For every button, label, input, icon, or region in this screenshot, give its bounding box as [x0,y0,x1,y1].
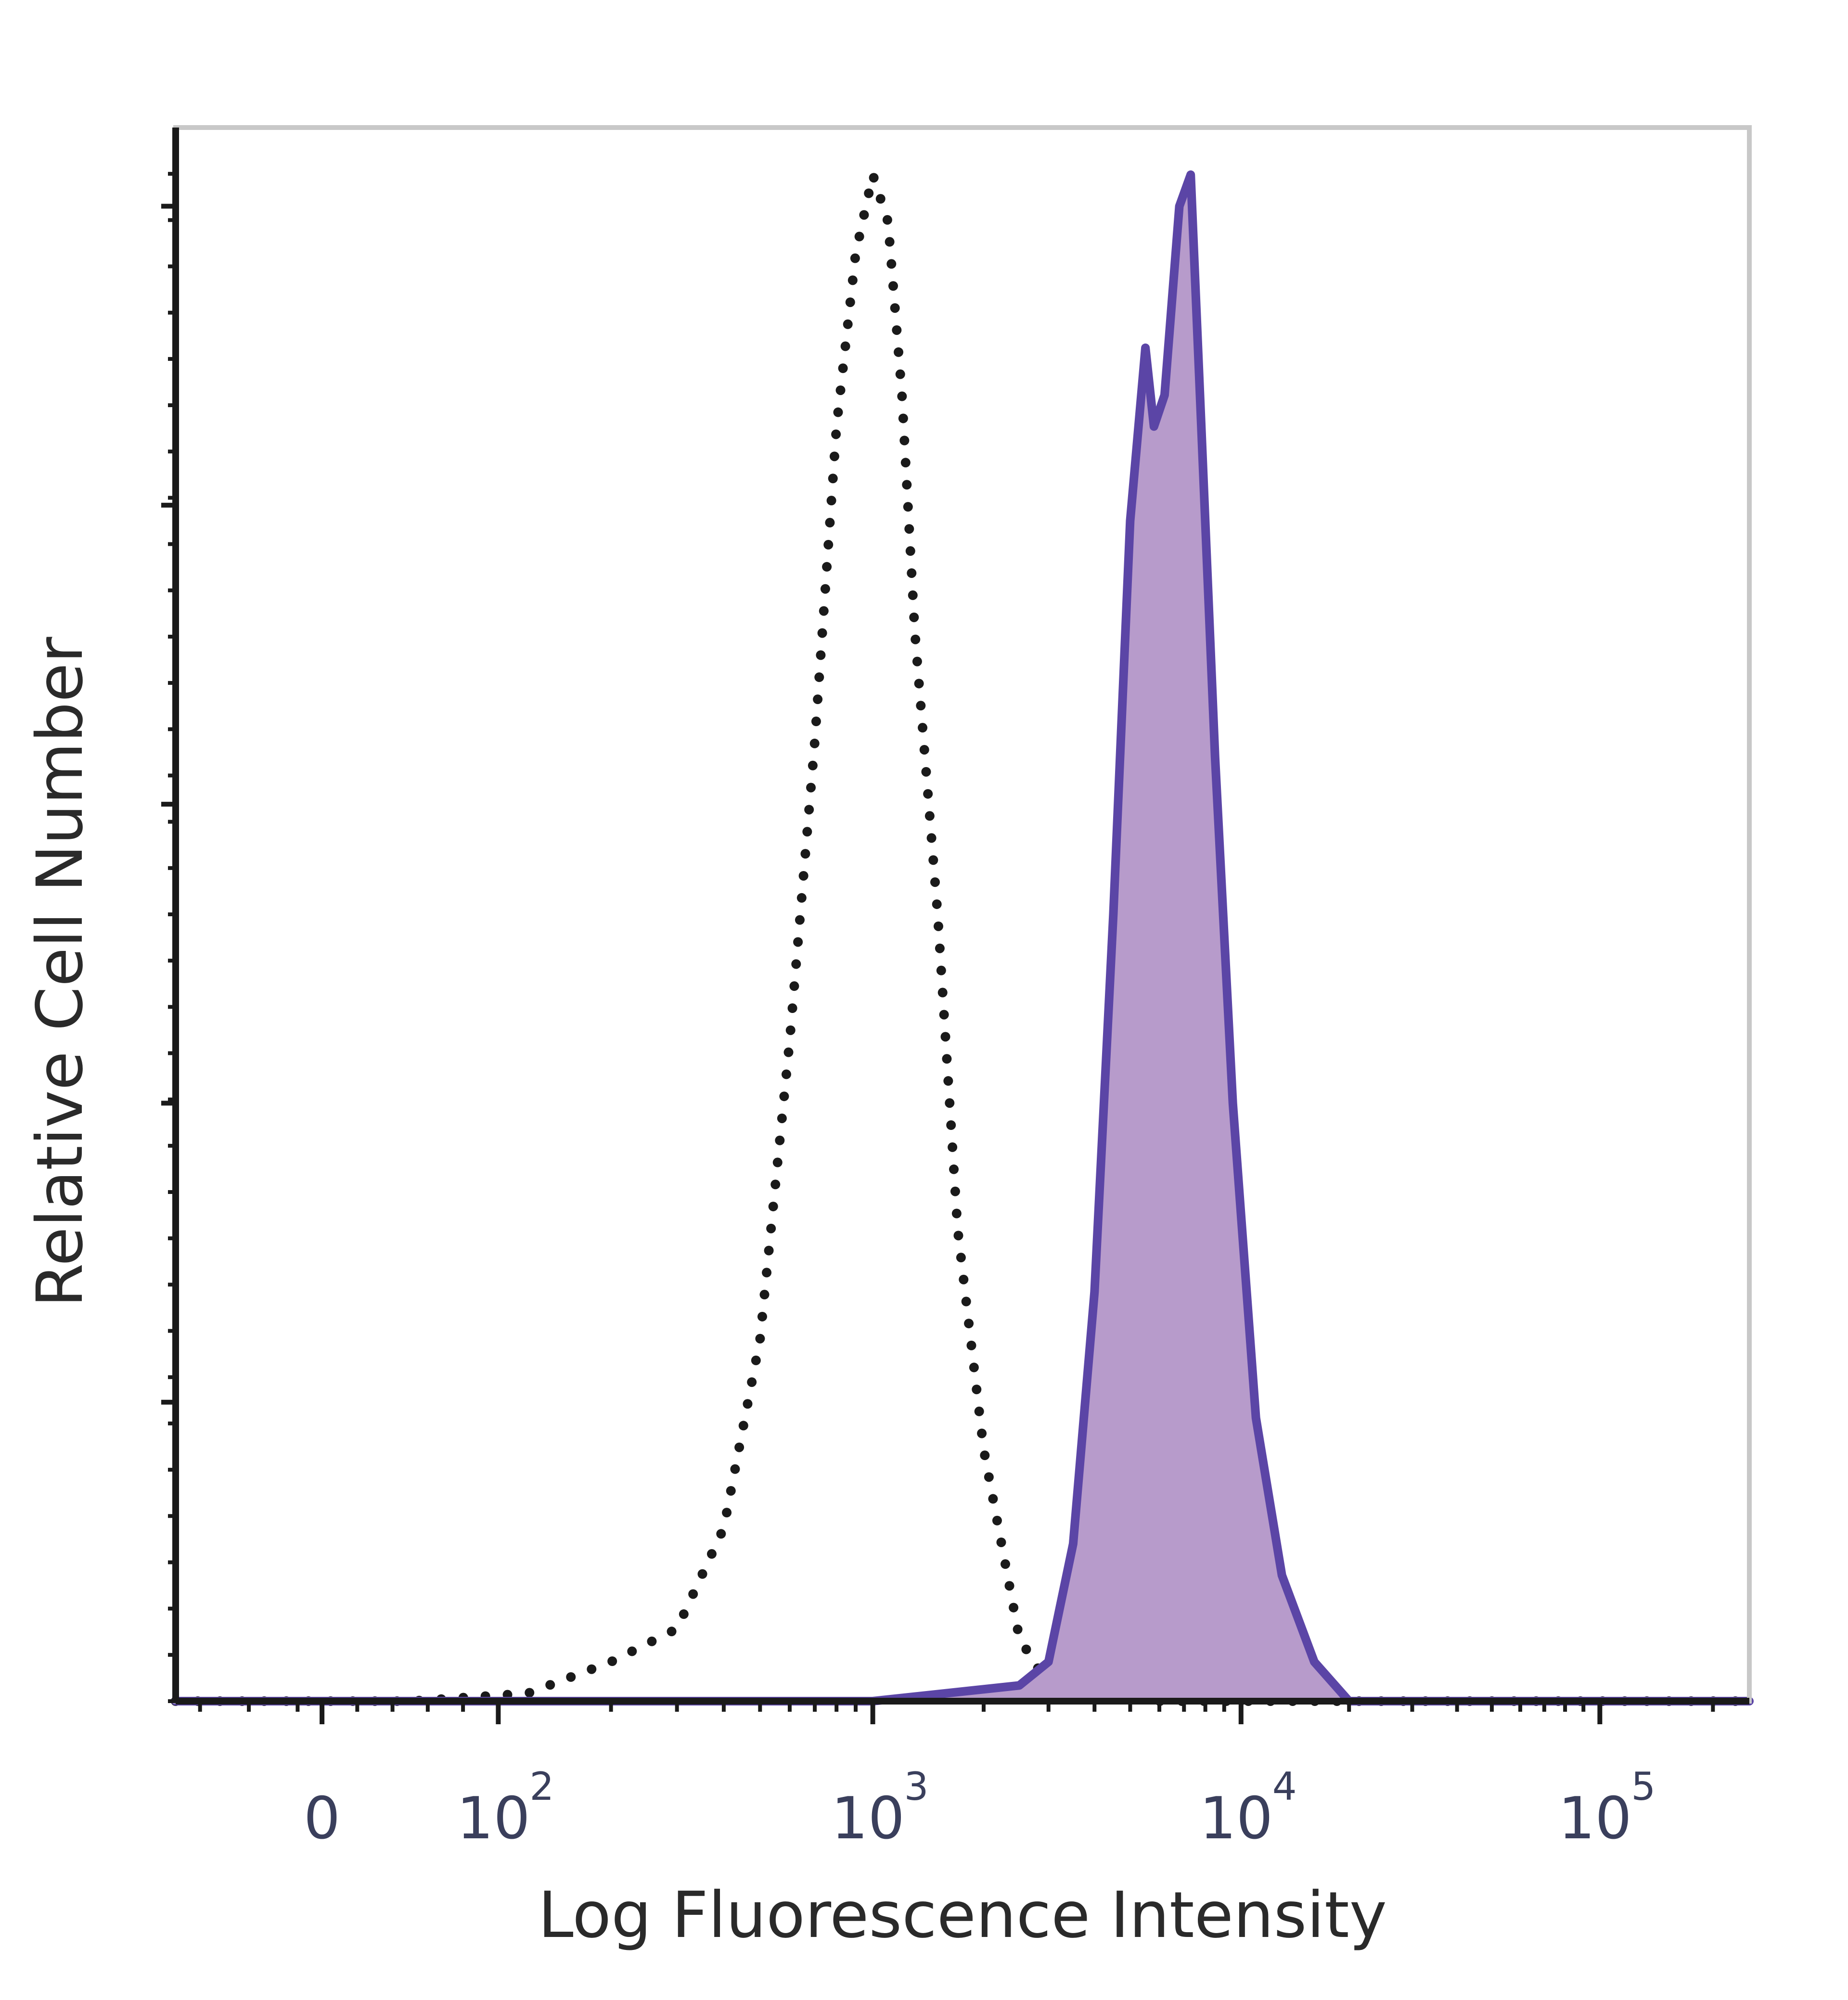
series-layer [171,170,1754,1706]
x-tick-layer: 0 102 103 104 105 [198,1701,1715,1852]
x-tick-label: 10 [831,1785,905,1852]
x-tick-label: 0 [304,1785,340,1852]
x-tick-label-exponent: 5 [1631,1764,1656,1809]
y-tick-layer [161,172,176,1703]
y-axis-title: Relative Cell Number [23,637,97,1308]
x-axis-title: Log Fluorescence Intensity [538,1878,1387,1952]
series-1-line [171,170,1754,1705]
x-tick-label: 10 [1199,1785,1273,1852]
x-tick-label-exponent: 3 [904,1764,929,1809]
x-tick-label: 10 [457,1785,530,1852]
x-tick-label: 10 [1558,1785,1632,1852]
x-tick-label-exponent: 4 [1272,1764,1297,1809]
x-tick-label-exponent: 2 [529,1764,554,1809]
